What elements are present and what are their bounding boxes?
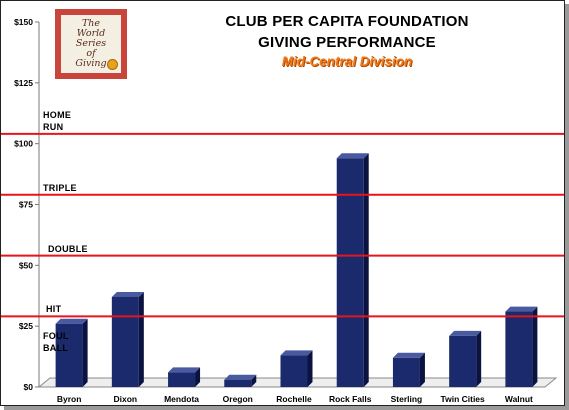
threshold-label: FOUL BALL bbox=[43, 331, 69, 353]
bar bbox=[168, 372, 196, 387]
bar-side bbox=[82, 318, 88, 387]
threshold-label: HOME RUN bbox=[43, 109, 72, 132]
bar bbox=[280, 355, 308, 387]
x-tick-label: Walnut bbox=[505, 394, 533, 404]
world-series-of-giving-logo: The World Series of Giving bbox=[55, 9, 127, 79]
x-tick-label: Oregon bbox=[223, 394, 253, 404]
bar-side bbox=[419, 352, 425, 387]
y-tick-label: $100 bbox=[14, 139, 33, 149]
bar bbox=[224, 379, 252, 387]
x-tick-label: Twin Cities bbox=[441, 394, 486, 404]
x-tick-label: Rock Falls bbox=[329, 394, 372, 404]
y-tick-label: $150 bbox=[14, 17, 33, 27]
threshold-label: HIT bbox=[46, 304, 62, 315]
bar-top bbox=[449, 330, 482, 336]
x-tick-label: Mendota bbox=[164, 394, 199, 404]
threshold-label: DOUBLE bbox=[48, 243, 88, 254]
y-tick-label: $50 bbox=[19, 260, 33, 270]
x-tick-label: Rochelle bbox=[276, 394, 312, 404]
rotary-emblem-icon bbox=[107, 59, 118, 70]
logo-text: The World Series of Giving bbox=[75, 18, 107, 69]
bar-top bbox=[224, 374, 257, 380]
bar-chart: $0 $25 $50 $75 $100 $125 $150 Byron Dixon Mendota… bbox=[1, 17, 564, 404]
bar-side bbox=[138, 291, 144, 387]
y-tick-label: $0 bbox=[24, 382, 34, 392]
bar bbox=[55, 323, 83, 387]
bar-top bbox=[336, 153, 369, 159]
chart-subtitle: Mid-Central Division bbox=[281, 54, 413, 69]
bar-side bbox=[476, 330, 482, 387]
bar bbox=[392, 357, 420, 387]
bar-side bbox=[251, 374, 257, 387]
bar-side bbox=[195, 367, 201, 387]
x-tick-label: Sterling bbox=[391, 394, 423, 404]
bar-top bbox=[392, 352, 425, 358]
y-tick-label: $75 bbox=[19, 200, 33, 210]
bar-side bbox=[307, 350, 313, 387]
bar bbox=[336, 158, 364, 387]
bar-top bbox=[55, 318, 88, 324]
bar-side bbox=[363, 153, 369, 387]
y-tick-label: $125 bbox=[14, 78, 33, 88]
x-tick-label: Byron bbox=[57, 394, 82, 404]
bar bbox=[505, 311, 533, 387]
bar-top bbox=[111, 291, 144, 297]
chart-title-line-2: GIVING PERFORMANCE bbox=[258, 34, 436, 51]
bar-top bbox=[505, 306, 538, 312]
threshold-label: TRIPLE bbox=[43, 182, 77, 193]
bar-top bbox=[168, 367, 201, 373]
bar bbox=[111, 296, 139, 387]
chart-title-line-1: CLUB PER CAPITA FOUNDATION bbox=[225, 13, 469, 30]
x-tick-label: Dixon bbox=[114, 394, 138, 404]
y-tick-label: $25 bbox=[19, 321, 33, 331]
bar-top bbox=[280, 350, 313, 356]
bar-side bbox=[532, 306, 538, 387]
bar bbox=[449, 335, 477, 387]
logo-panel: The World Series of Giving bbox=[61, 15, 121, 73]
